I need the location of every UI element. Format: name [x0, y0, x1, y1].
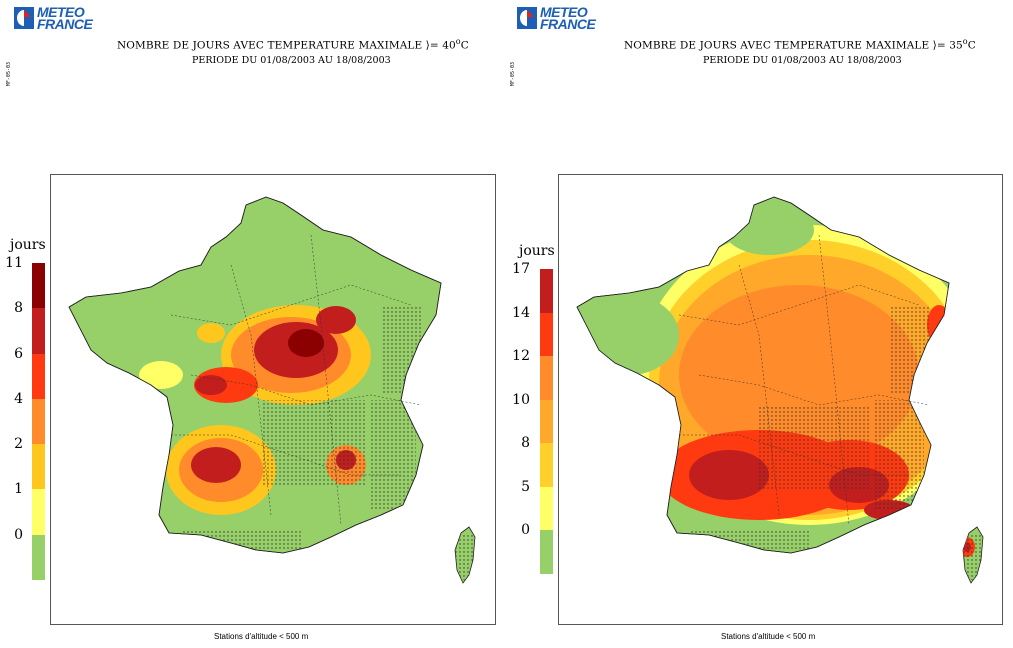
legend-swatch	[32, 308, 45, 354]
legend-swatch	[32, 489, 45, 535]
legend-swatch	[32, 398, 45, 445]
map-footer: Stations d'altitude < 500 m	[214, 632, 309, 641]
legend-swatch	[32, 534, 45, 580]
legend-swatch	[540, 530, 553, 574]
meteo-france-emblem-icon	[14, 7, 34, 29]
france-map-40c	[51, 175, 495, 624]
legend-swatch	[32, 263, 45, 309]
legend-tick-label: 0	[521, 522, 530, 539]
map-title: NOMBRE DE JOURS AVEC TEMPERATURE MAXIMAL…	[117, 37, 469, 52]
brand-line-1: METEO	[37, 4, 85, 20]
brand-line-2: FRANCE	[540, 16, 596, 32]
map-frame	[558, 174, 1003, 625]
side-code: MF-05-03	[6, 62, 12, 87]
map-subtitle: PERIODE DU 01/08/2003 AU 18/08/2003	[192, 55, 391, 66]
legend-swatch	[540, 443, 553, 487]
legend-tick-label: 17	[512, 261, 530, 277]
side-code: MF-05-03	[510, 62, 516, 87]
map-panel-35c: METEO FRANCE MF-05-03 NOMBRE DE JOURS AVE…	[507, 0, 1013, 648]
legend-tick-label: 11	[5, 255, 23, 271]
legend-swatch	[540, 399, 553, 444]
legend-tick-label: 5	[521, 478, 530, 495]
map-footer: Stations d'altitude < 500 m	[721, 632, 816, 641]
map-subtitle: PERIODE DU 01/08/2003 AU 18/08/2003	[703, 55, 902, 66]
legend-tick-label: 8	[14, 300, 23, 317]
legend-swatch	[540, 269, 553, 313]
legend-color-bar	[32, 263, 45, 580]
meteo-france-logo: METEO FRANCE	[14, 4, 93, 32]
meteo-france-logo: METEO FRANCE	[517, 4, 596, 32]
legend-swatch	[540, 356, 553, 400]
legend-color-bar	[540, 269, 553, 574]
legend-tick-label: 14	[512, 304, 530, 321]
legend-title: jours	[10, 237, 46, 253]
legend-tick-label: 10	[512, 391, 530, 408]
legend-swatch	[540, 486, 553, 531]
map-title: NOMBRE DE JOURS AVEC TEMPERATURE MAXIMAL…	[624, 37, 976, 52]
legend-swatch	[32, 444, 45, 490]
legend-tick-label: 6	[14, 345, 23, 362]
legend-tick-label: 1	[14, 481, 23, 498]
brand-line-2: FRANCE	[37, 16, 93, 32]
map-frame	[50, 174, 496, 625]
legend-swatch	[32, 353, 45, 399]
brand-line-1: METEO	[540, 4, 588, 20]
legend-tick-label: 0	[14, 526, 23, 543]
legend-tick-label: 2	[14, 436, 23, 453]
legend-tick-label: 8	[521, 435, 530, 452]
legend-tick-label: 12	[512, 348, 530, 365]
legend-tick-label: 4	[14, 390, 23, 407]
legend-title: jours	[519, 243, 555, 259]
legend-swatch	[540, 312, 553, 357]
meteo-france-emblem-icon	[517, 7, 537, 29]
map-panel-40c: METEO FRANCE MF-05-03 NOMBRE DE JOURS AVE…	[0, 0, 506, 648]
france-map-35c	[559, 175, 1002, 624]
